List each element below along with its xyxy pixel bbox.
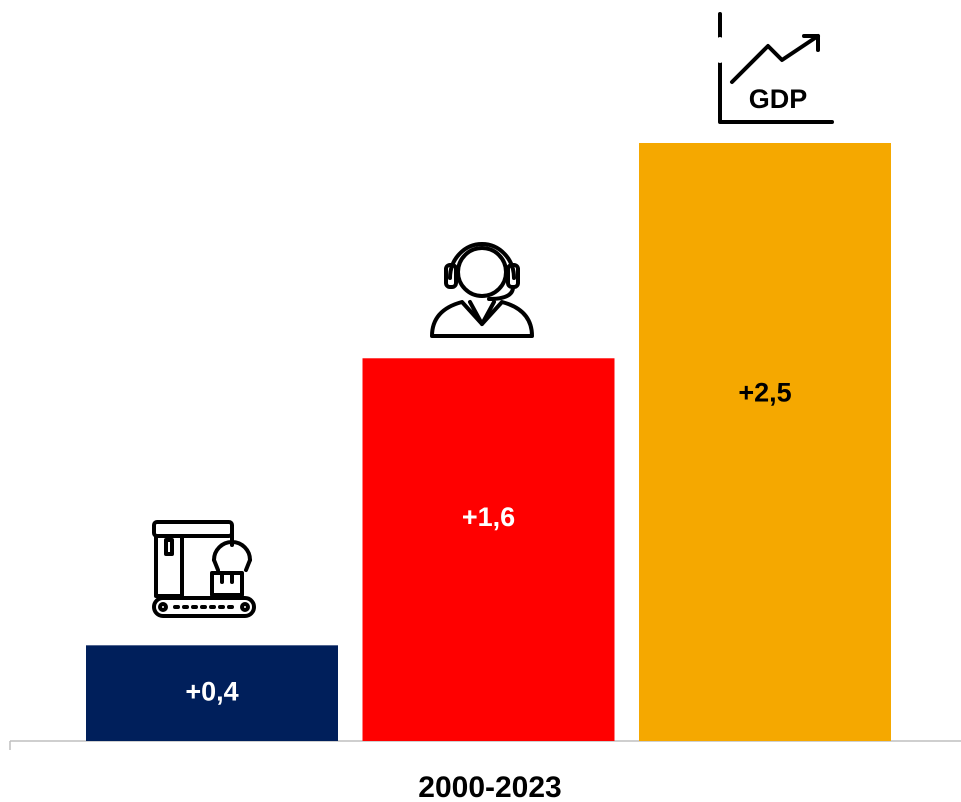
x-tick-label: 2000-2023 [418, 771, 561, 802]
value-label: +2,5 [738, 377, 791, 407]
annotation: GDP [749, 84, 808, 114]
robot-icon [152, 520, 256, 618]
bar [362, 358, 615, 741]
bar [639, 143, 891, 741]
value-label: +0,4 [185, 676, 238, 706]
value-label: +1,6 [462, 502, 515, 532]
headset-icon [430, 242, 534, 338]
gdp-icon [717, 12, 834, 124]
bar [86, 645, 338, 741]
